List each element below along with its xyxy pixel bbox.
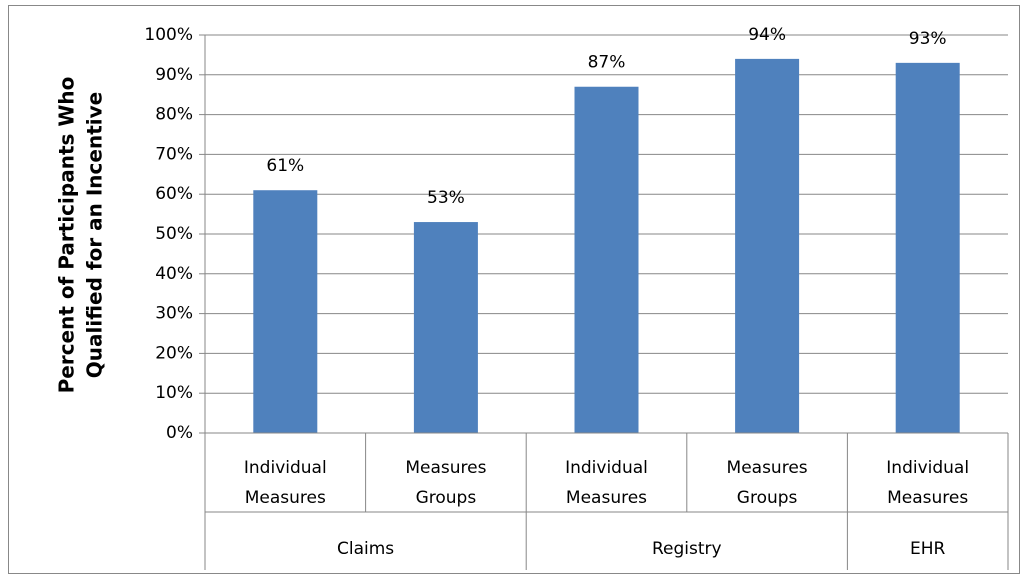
y-tick-label: 10% [155,383,193,403]
value-label: 94% [748,25,786,45]
x-tick-label: Individual Measures [886,458,970,508]
y-tick-label: 0% [166,423,193,443]
x-tick-label: Measures Groups [405,458,487,508]
y-tick-label: 100% [144,25,193,45]
y-tick-label: 50% [155,224,193,244]
y-tick-label: 20% [155,343,193,363]
bar [895,62,960,434]
x-tick-label-text: Measures Groups [405,458,487,508]
y-tick-label: 60% [155,184,193,204]
x-tick-label-text: Individual Measures [565,458,648,508]
y-tick-label: 30% [155,304,193,324]
chart-frame [8,5,1020,574]
value-label: 61% [266,156,304,176]
y-tick-label: 40% [155,264,193,284]
group-label: EHR [910,539,946,559]
x-tick-label-text: Individual Measures [243,458,327,508]
x-tick-label-text: Individual Measures [886,458,970,508]
x-tick-label: Individual Measures [243,458,327,508]
x-tick-label: Measures Groups [726,458,808,508]
value-label: 93% [909,29,947,49]
y-axis-title: Percent of Participants Who [55,77,79,394]
value-label: 53% [427,188,465,208]
x-tick-label-text: Measures Groups [726,458,808,508]
y-tick-label: 90% [155,65,193,85]
bar [574,86,639,434]
y-tick-label: 70% [155,144,193,164]
x-tick-label: Individual Measures [565,458,648,508]
group-label: Claims [337,539,394,559]
group-label: Registry [652,539,722,559]
bar [413,222,478,433]
y-tick-label: 80% [155,105,193,125]
value-label: 87% [588,53,626,73]
bar [253,190,318,433]
y-axis-title: Qualified for an Incentive [83,92,107,378]
bar [735,58,800,433]
